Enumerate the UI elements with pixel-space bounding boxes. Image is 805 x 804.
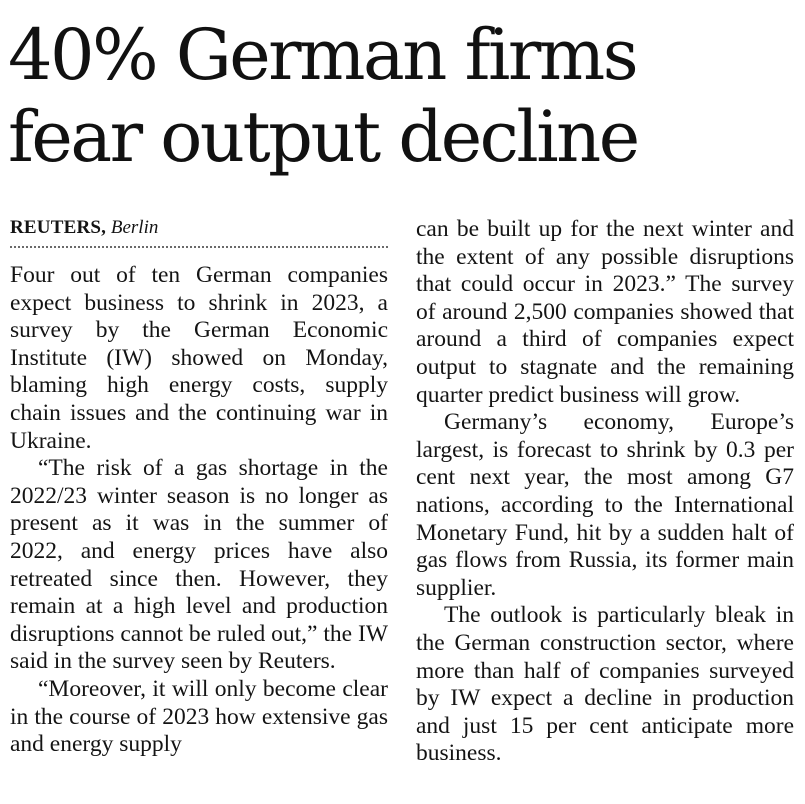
headline-line-2: fear output decline [8, 96, 640, 178]
byline-agency: REUTERS, [10, 217, 107, 238]
article-headline: 40% German firms fear output decline [8, 14, 640, 178]
headline-line-1: 40% German firms [8, 14, 639, 96]
article-column-left: REUTERS, Berlin Four out of ten German c… [10, 216, 388, 759]
byline: REUTERS, Berlin [10, 216, 388, 246]
article-paragraph: Germany’s economy, Europe’s largest, is … [416, 409, 794, 601]
article-column-right: can be built up for the next winter and … [416, 216, 794, 768]
article-paragraph: can be built up for the next winter and … [416, 216, 794, 408]
article-paragraph: “Moreover, it will only become clear in … [10, 675, 388, 758]
article-paragraph: Four out of ten German companies expect … [10, 262, 388, 454]
article-paragraph: “The risk of a gas shortage in the 2022/… [10, 455, 388, 675]
article-paragraph: The outlook is particularly bleak in the… [416, 602, 794, 767]
byline-city: Berlin [110, 217, 159, 238]
byline-divider [10, 246, 388, 248]
